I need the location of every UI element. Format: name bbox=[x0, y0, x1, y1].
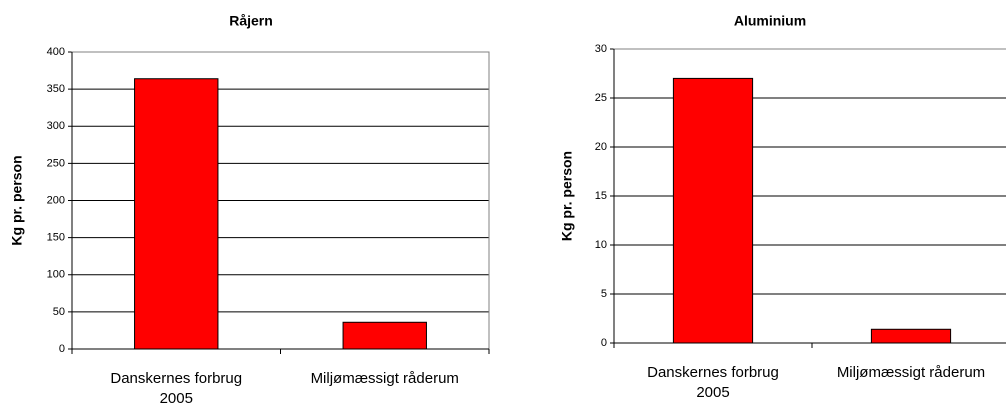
y-tick-label: 400 bbox=[47, 46, 65, 58]
x-tick-label: Miljømæssigt råderum bbox=[310, 370, 459, 387]
chart-title: Aluminium bbox=[734, 13, 806, 29]
y-tick-label: 15 bbox=[595, 190, 607, 202]
y-axis-label: Kg pr. person bbox=[9, 155, 25, 245]
y-tick-label: 5 bbox=[601, 288, 607, 300]
y-tick-label: 200 bbox=[47, 194, 65, 206]
y-tick-label: 0 bbox=[59, 343, 65, 355]
y-axis-label: Kg pr. person bbox=[559, 151, 575, 241]
chart-title: Råjern bbox=[229, 13, 273, 29]
y-tick-label: 25 bbox=[595, 92, 607, 104]
y-tick-label: 300 bbox=[47, 120, 65, 132]
y-tick-label: 50 bbox=[53, 306, 65, 318]
y-tick-label: 150 bbox=[47, 232, 65, 244]
x-tick-label: Danskernes forbrug 2005 bbox=[110, 370, 243, 407]
x-tick-label: Miljømæssigt råderum bbox=[836, 364, 986, 381]
y-tick-label: 30 bbox=[595, 43, 607, 55]
y-tick-label: 350 bbox=[47, 83, 65, 95]
y-tick-label: 0 bbox=[601, 337, 607, 349]
y-tick-label: 100 bbox=[47, 269, 65, 281]
x-tick-label: Danskernes forbrug 2005 bbox=[647, 364, 779, 401]
bar bbox=[870, 328, 952, 344]
bar bbox=[342, 321, 427, 350]
bar bbox=[672, 77, 754, 344]
bar bbox=[134, 78, 219, 350]
y-tick-label: 10 bbox=[595, 239, 607, 251]
y-tick-label: 250 bbox=[47, 157, 65, 169]
y-tick-label: 20 bbox=[595, 141, 607, 153]
